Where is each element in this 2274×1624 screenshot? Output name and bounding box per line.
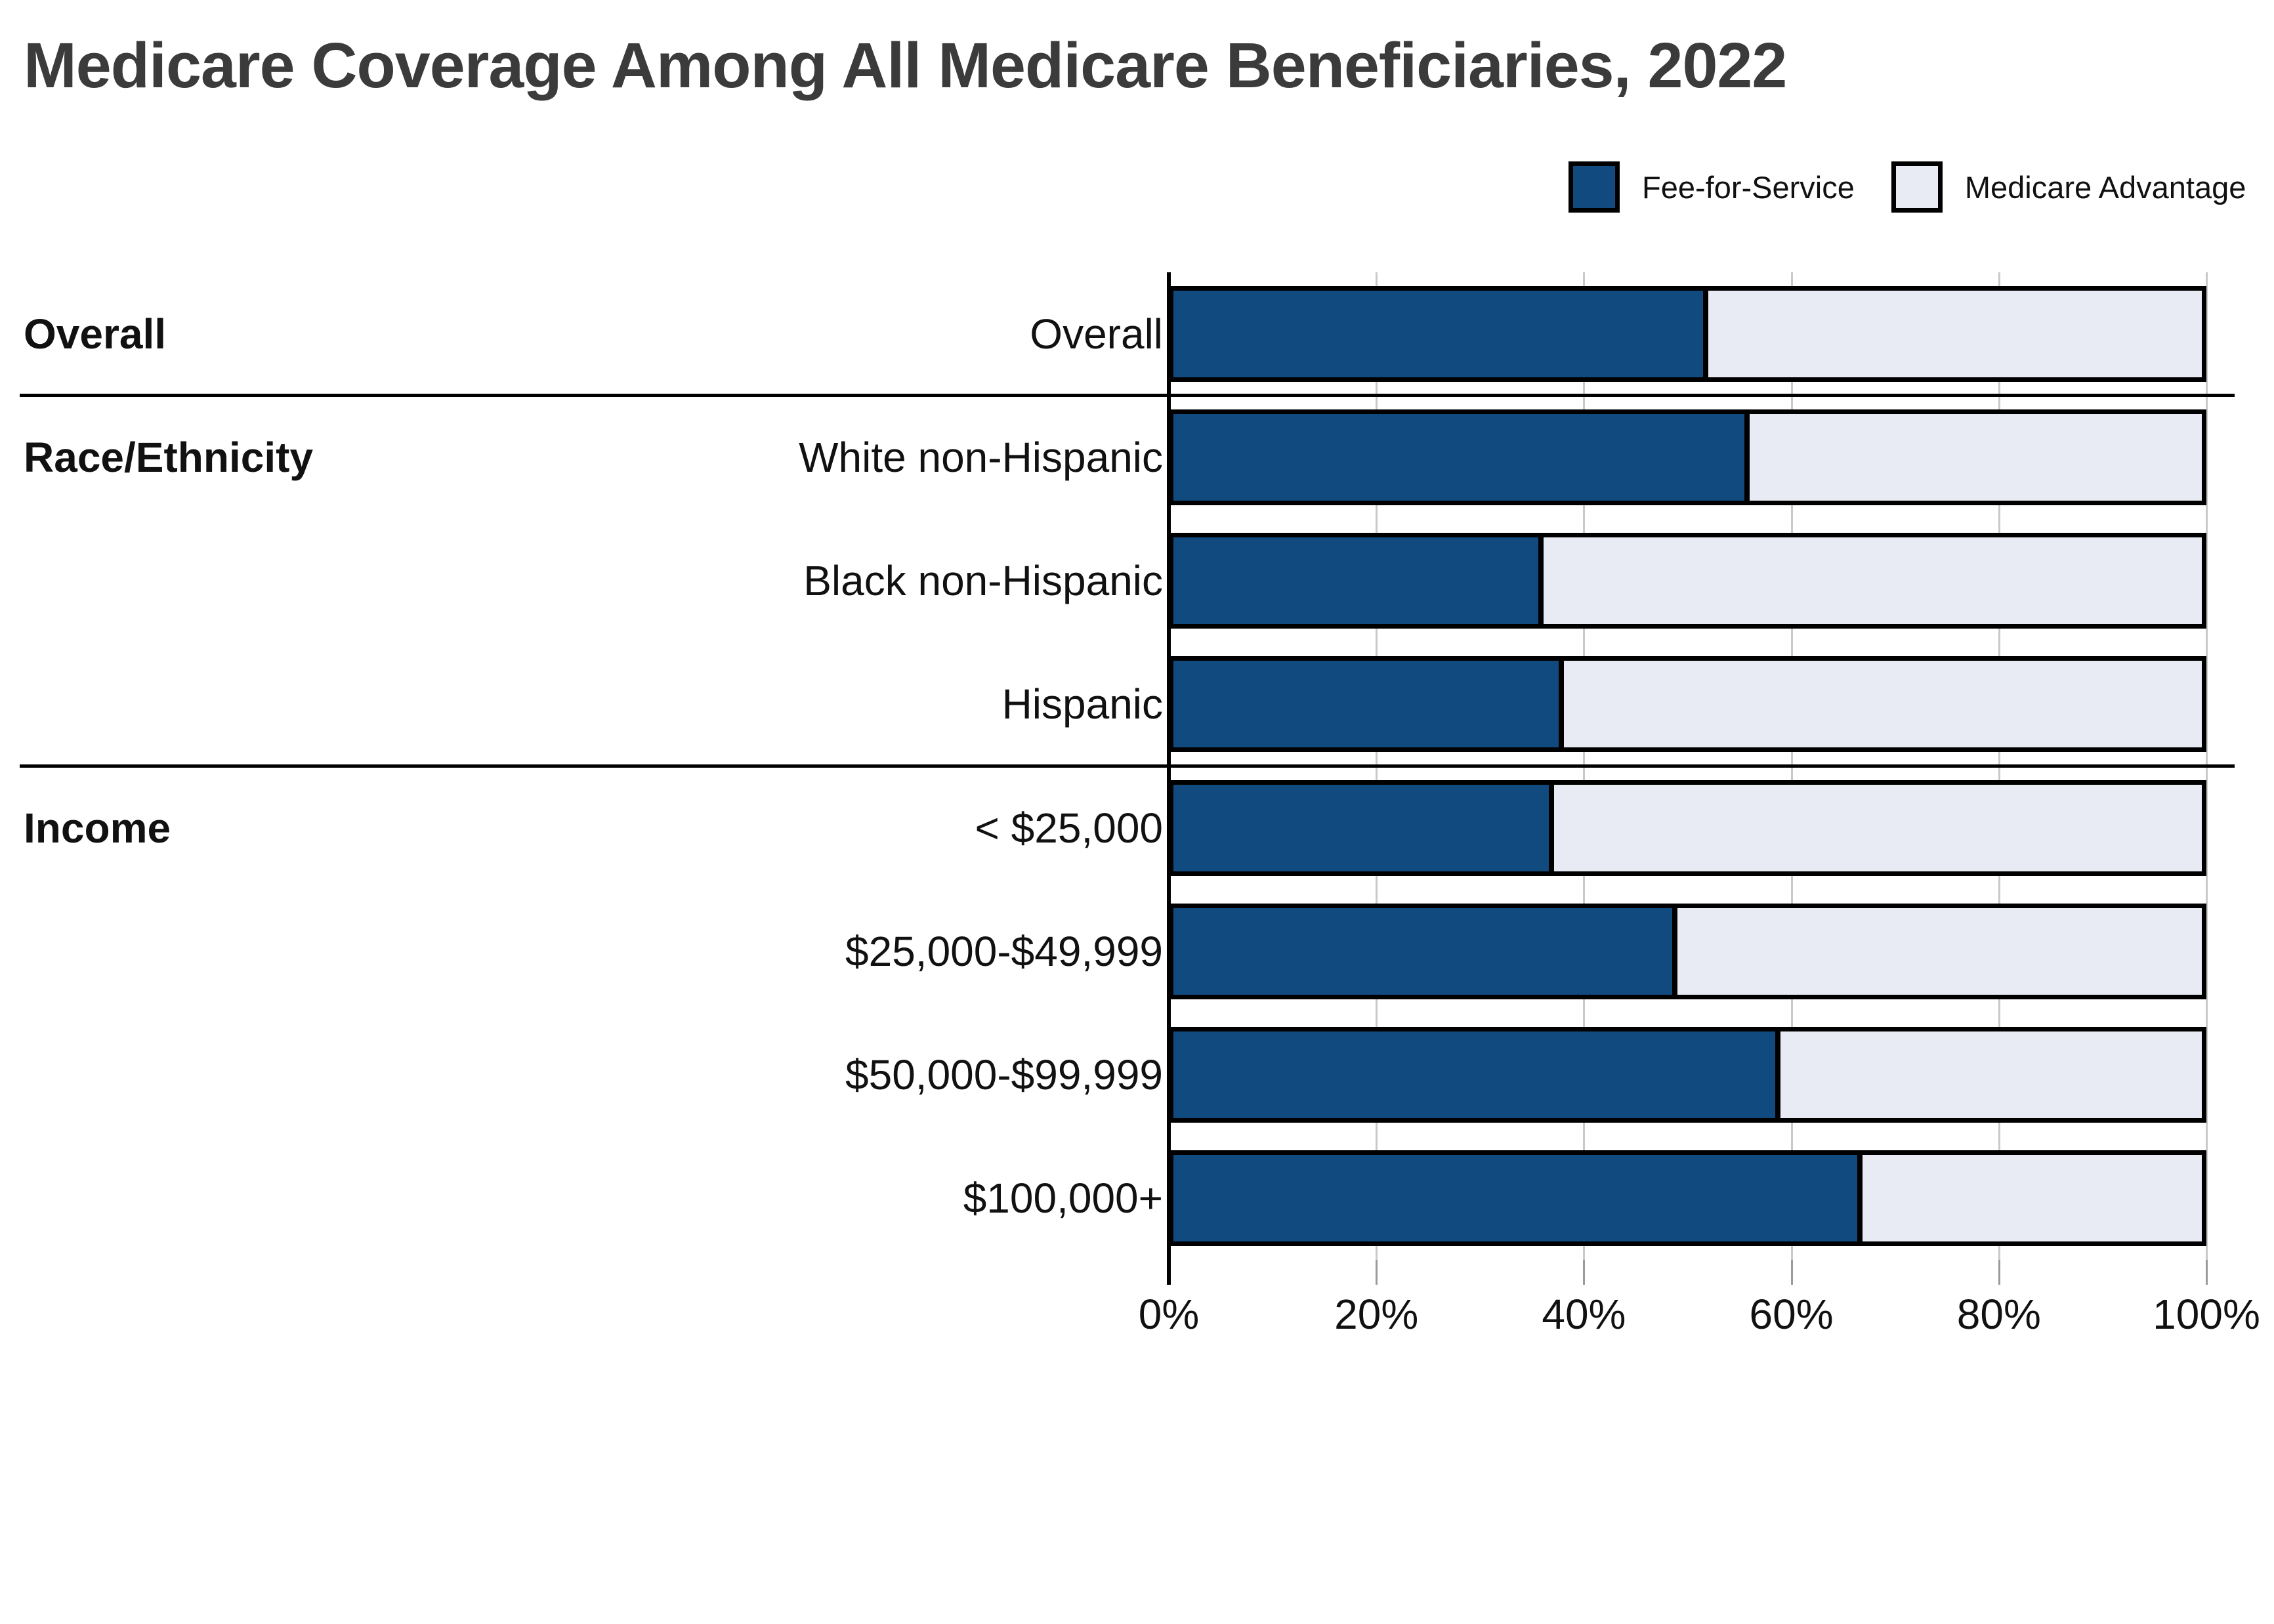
chart-title: Medicare Coverage Among All Medicare Ben… [24, 30, 1787, 101]
stacked-bar [1169, 533, 2206, 629]
medicare-advantage-segment [1780, 1031, 2202, 1118]
x-tick-label: 40% [1542, 1291, 1626, 1338]
medicare-advantage-segment [1749, 414, 2202, 501]
medicare-advantage-segment [1553, 784, 2202, 871]
fee-for-service-segment [1173, 1031, 1780, 1118]
fee-for-service-segment [1173, 907, 1677, 995]
stacked-bar [1169, 780, 2206, 876]
legend: Fee-for-Service Medicare Advantage [1569, 157, 2246, 217]
plot-area [1169, 272, 2208, 1260]
bar-row [1169, 396, 2206, 519]
section-label-race-ethnicity: Race/Ethnicity [24, 434, 314, 482]
row-label: < $25,000 [975, 804, 1164, 852]
row-label: $50,000-$99,999 [845, 1051, 1163, 1098]
bar-row [1169, 766, 2206, 890]
legend-item: Fee-for-Service [1569, 161, 1855, 213]
stacked-bar [1169, 409, 2206, 506]
x-tick-label: 100% [2153, 1291, 2260, 1338]
x-tick-label: 20% [1334, 1291, 1419, 1338]
section-label-overall: Overall [24, 310, 167, 358]
row-label: Hispanic [1001, 680, 1163, 728]
row-label: $25,000-$49,999 [845, 927, 1163, 975]
bar-row [1169, 1136, 2206, 1260]
section-label-income: Income [24, 804, 171, 852]
stacked-bar [1169, 1026, 2206, 1123]
medicare-advantage-segment [1862, 1154, 2202, 1241]
legend-item: Medicare Advantage [1891, 161, 2246, 213]
x-tick-label: 0% [1138, 1291, 1200, 1338]
legend-label: Medicare Advantage [1964, 169, 2246, 205]
stacked-bar [1169, 1150, 2206, 1246]
section-separator [20, 764, 2235, 768]
legend-label: Fee-for-Service [1642, 169, 1855, 205]
row-label: Overall [1030, 310, 1163, 358]
bar-row [1169, 642, 2206, 766]
fee-for-service-segment [1173, 1154, 1863, 1241]
fee-for-service-segment [1173, 414, 1750, 501]
row-label: $100,000+ [963, 1174, 1163, 1222]
legend-swatch-fee-for-service [1569, 161, 1620, 213]
medicare-advantage-segment [1564, 661, 2202, 748]
section-separator [20, 394, 2235, 398]
x-tick-mark [1998, 1260, 2000, 1285]
fee-for-service-segment [1173, 661, 1565, 748]
x-tick-mark [1790, 1260, 1793, 1285]
row-label: Black non-Hispanic [803, 557, 1163, 605]
stacked-bar [1169, 903, 2206, 999]
fee-for-service-segment [1173, 537, 1544, 625]
x-tick-mark [1583, 1260, 1586, 1285]
stacked-bar [1169, 656, 2206, 753]
legend-swatch-medicare-advantage [1891, 161, 1943, 213]
row-label: White non-Hispanic [799, 434, 1163, 482]
x-tick-label: 80% [1956, 1291, 2041, 1338]
x-tick-mark [2206, 1260, 2208, 1285]
bar-row [1169, 890, 2206, 1013]
stacked-bar [1169, 286, 2206, 382]
fee-for-service-segment [1173, 291, 1708, 377]
x-tick-label: 60% [1749, 1291, 1834, 1338]
y-axis-line [1167, 272, 1171, 1285]
medicare-advantage-segment [1544, 537, 2202, 625]
fee-for-service-segment [1173, 784, 1554, 871]
bar-row [1169, 519, 2206, 642]
medicare-advantage-segment [1708, 291, 2202, 377]
medicare-advantage-segment [1677, 907, 2202, 995]
bar-row [1169, 1013, 2206, 1136]
x-tick-mark [1376, 1260, 1378, 1285]
bar-row [1169, 272, 2206, 396]
